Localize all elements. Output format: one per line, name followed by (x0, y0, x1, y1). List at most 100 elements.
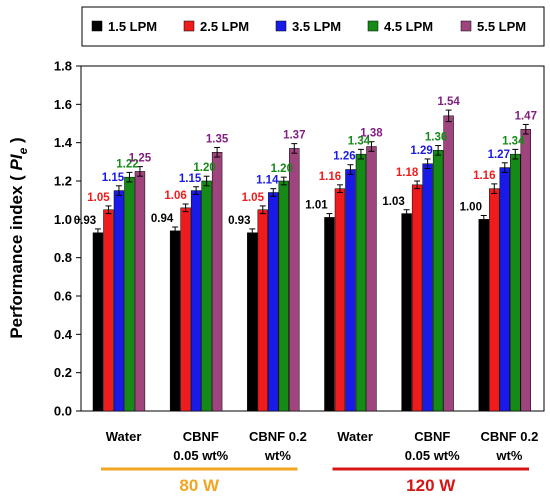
data-label: 1.47 (515, 110, 537, 122)
bar (489, 188, 500, 412)
category-label: Water (337, 429, 373, 444)
legend-swatch (91, 20, 103, 32)
data-label: 0.93 (228, 215, 250, 227)
group-label: 80 W (179, 476, 220, 495)
legend-swatch (460, 20, 472, 32)
data-label: 1.20 (193, 162, 215, 174)
bar (190, 190, 202, 412)
data-label: 1.34 (502, 135, 525, 147)
data-label: 1.18 (396, 167, 419, 179)
bar (257, 209, 268, 412)
legend-label: 2.5 LPM (200, 19, 249, 34)
bar (278, 180, 289, 412)
category-label: CBNF 0.05 wt% (405, 429, 460, 463)
error-bars (94, 109, 529, 238)
bar (124, 176, 135, 412)
data-label: 1.36 (425, 132, 447, 144)
data-label: 1.20 (271, 163, 293, 175)
bar (499, 167, 510, 412)
bar (432, 150, 444, 412)
y-tick-label: 0.8 (54, 250, 72, 265)
bar (134, 171, 146, 412)
data-label: 1.26 (333, 151, 355, 163)
bar (103, 209, 114, 412)
legend-label: 5.5 LPM (477, 19, 526, 34)
data-label: 1.22 (116, 158, 138, 170)
data-label: 1.05 (242, 192, 265, 204)
bar (366, 146, 377, 412)
bar (334, 188, 346, 412)
bar (478, 219, 489, 412)
data-label: 1.06 (164, 190, 186, 202)
data-label: 1.15 (179, 173, 202, 185)
bar (355, 153, 367, 412)
bar (169, 230, 181, 412)
legend-label: 3.5 LPM (292, 19, 341, 34)
bar (113, 190, 125, 412)
plot-area (80, 65, 545, 412)
bar (201, 180, 212, 412)
category-label: Water (106, 429, 142, 444)
bars (92, 115, 531, 412)
bar (510, 153, 521, 412)
y-axis: 0.0 0.2 0.4 0.6 0.8 1.0 1.2 1.4 1.6 1.8 (54, 59, 81, 419)
data-label: 1.16 (473, 170, 495, 182)
legend: 1.5 LPM 2.5 LPM 3.5 LPM 4.5 LPM 5.5 LPM (91, 19, 526, 34)
bar (268, 192, 279, 412)
y-tick-label: 1.4 (54, 135, 73, 150)
data-label: 1.35 (206, 133, 229, 145)
y-axis-label: Performance index ( PIe ) (7, 137, 30, 338)
bar (345, 169, 356, 412)
bar (422, 163, 433, 412)
data-label: 1.38 (360, 128, 383, 140)
legend-swatch (275, 20, 287, 32)
bar (289, 148, 300, 412)
data-label: 1.14 (256, 175, 279, 187)
bar (411, 184, 423, 412)
legend-swatch (367, 20, 379, 32)
y-tick-label: 0.0 (54, 404, 72, 419)
bar (520, 129, 531, 412)
legend-label: 4.5 LPM (384, 19, 433, 34)
data-label: 1.01 (305, 200, 328, 212)
data-label: 1.27 (488, 149, 510, 161)
y-tick-label: 1.0 (54, 212, 72, 227)
bar (247, 232, 258, 412)
bar (211, 152, 223, 412)
data-label: 1.00 (460, 202, 482, 214)
y-tick-label: 1.6 (54, 97, 72, 112)
legend-label: 1.5 LPM (108, 19, 157, 34)
y-tick-label: 0.2 (54, 365, 72, 380)
data-label: 1.29 (410, 145, 432, 157)
data-label: 1.05 (87, 192, 110, 204)
y-axis-label-sub: e (16, 147, 30, 154)
y-axis-label-pi: PI (7, 153, 26, 170)
group-label: 120 W (406, 476, 456, 495)
data-label: 0.93 (74, 215, 96, 227)
y-tick-label: 1.8 (54, 59, 72, 74)
x-axis-categories: Water CBNF 0.05 wt% CBNF 0.2 wt% Water CBNF 0.0… (106, 429, 539, 463)
bar (443, 115, 454, 412)
data-labels: 0.931.051.151.221.250.941.061.151.201.35… (74, 96, 537, 227)
data-label: 1.34 (348, 135, 371, 147)
data-label: 1.03 (382, 196, 404, 208)
y-tick-label: 1.2 (54, 174, 72, 189)
category-label: CBNF 0.2 wt% (481, 429, 539, 463)
y-tick-label: 0.4 (54, 327, 73, 342)
data-label: 1.54 (437, 96, 460, 108)
bar (324, 217, 335, 412)
bar (92, 232, 104, 412)
bar (401, 213, 412, 412)
category-label: CBNF 0.05 wt% (173, 429, 228, 463)
data-label: 1.15 (102, 172, 125, 184)
data-label: 0.94 (151, 213, 174, 225)
data-label: 1.16 (319, 171, 341, 183)
bar (180, 207, 191, 412)
y-axis-label-main: Performance index ( (7, 170, 26, 338)
data-label: 1.37 (283, 130, 305, 142)
category-label: CBNF 0.2 wt% (249, 429, 307, 463)
power-groups: 80 W 120 W (101, 467, 529, 495)
data-label: 1.25 (129, 153, 152, 165)
y-axis-label-end: ) (7, 137, 26, 147)
